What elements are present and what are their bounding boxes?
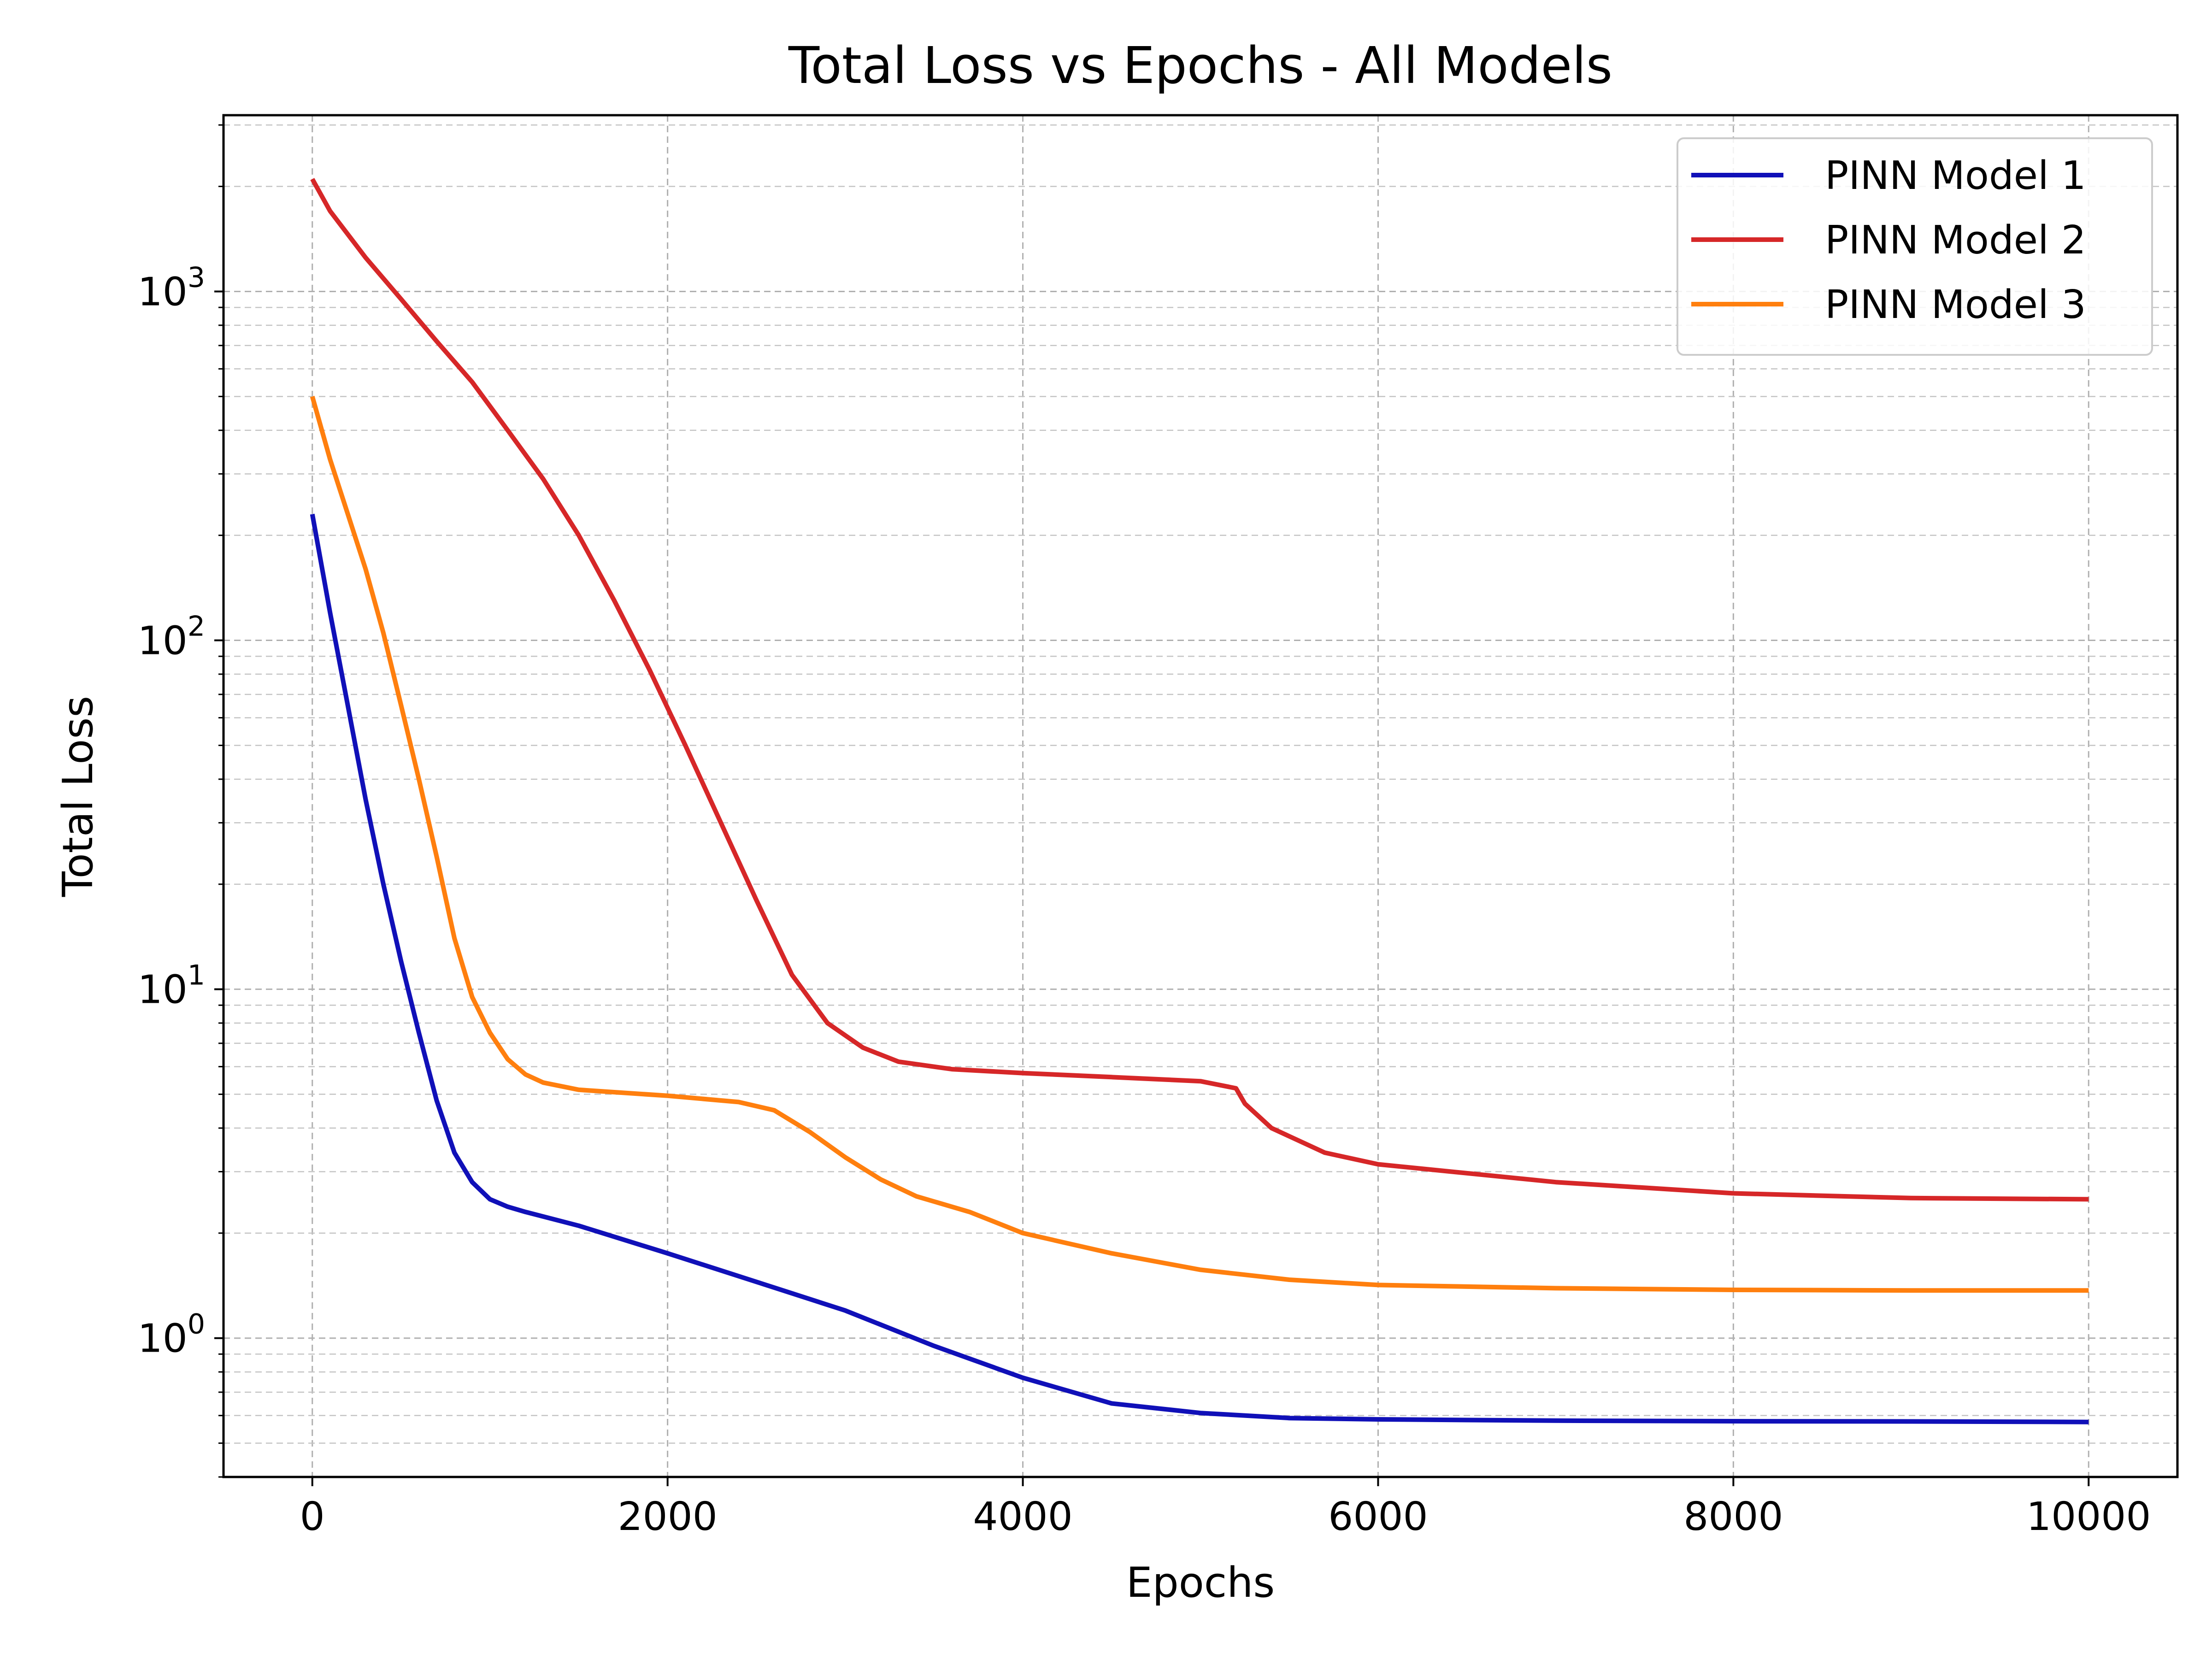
x-tick-label: 4000 [973,1494,1072,1540]
x-tick-label: 10000 [2026,1494,2151,1540]
legend: PINN Model 1 PINN Model 2 PINN Model 3 [1677,137,2153,356]
x-tick-label: 0 [300,1494,325,1540]
plot-frame [222,114,2179,1478]
legend-box [1677,137,2153,356]
y-axis-label: Total Loss [54,696,102,897]
y-tick-label: 101 [138,959,205,1013]
plot-lines [310,178,2089,1424]
y-tick-label: 102 [138,611,205,664]
legend-label-2: PINN Model 2 [1825,218,2086,263]
chart-title: Total Loss vs Epochs - All Models [788,36,1612,95]
x-tick-label: 6000 [1328,1494,1428,1540]
x-tick-label: 2000 [618,1494,717,1540]
series-line-2 [310,178,2089,1202]
y-tick-label: 103 [138,261,205,315]
x-tick-label: 8000 [1683,1494,1783,1540]
x-axis-ticks: 0 2000 4000 6000 8000 10000 [300,1477,2151,1540]
y-tick-label: 100 [138,1308,205,1362]
y-axis-ticks: 100 101 102 103 [138,124,224,1478]
legend-label-1: PINN Model 1 [1825,153,2086,199]
grid [224,115,2177,1478]
legend-label-3: PINN Model 3 [1825,282,2086,328]
series-line-1 [310,513,2089,1424]
x-axis-label: Epochs [1126,1559,1275,1607]
series-line-3 [310,396,2089,1293]
